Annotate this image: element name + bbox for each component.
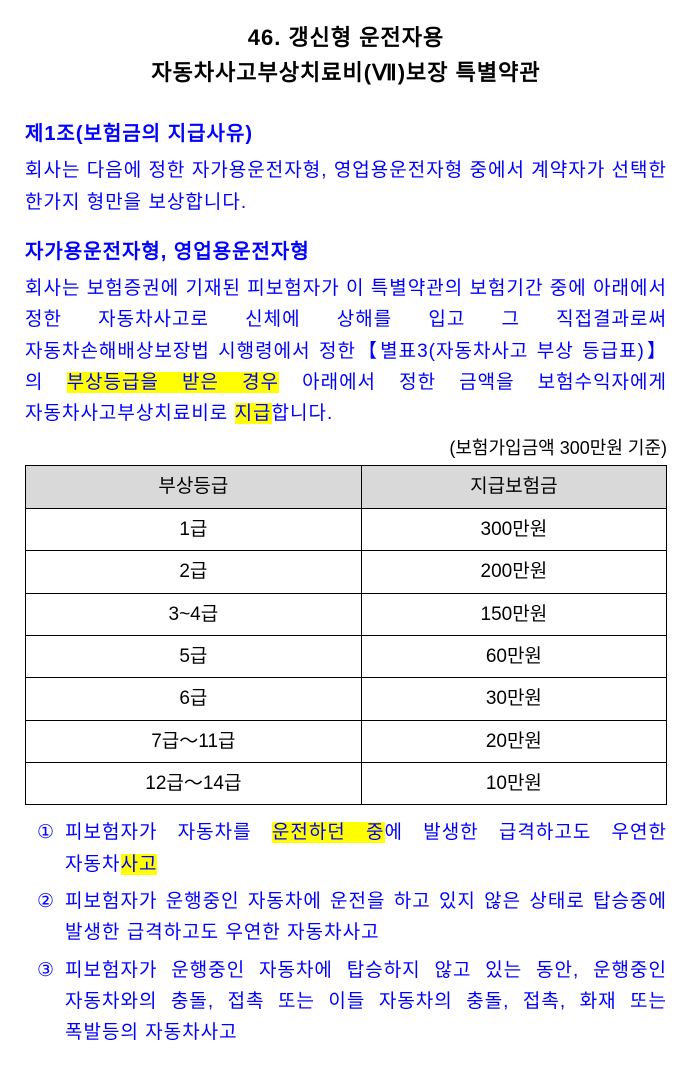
case-highlight: 사고: [121, 854, 158, 875]
table-row: 6급30만원: [26, 678, 667, 720]
para2-highlight2: 지급: [235, 403, 272, 424]
sub-heading: 자가용운전자형, 영업용운전자형: [25, 236, 667, 269]
table-cell-amount: 20만원: [361, 720, 666, 762]
document-title: 46. 갱신형 운전자용 자동차사고부상치료비(Ⅶ)보장 특별약관: [25, 20, 667, 90]
title-line2: 자동차사고부상치료비(Ⅶ)보장 특별약관: [151, 60, 540, 85]
table-head-grade: 부상등급: [26, 466, 362, 508]
table-row: 3~4급150만원: [26, 593, 667, 635]
table-row: 1급300만원: [26, 508, 667, 550]
table-cell-grade: 12급～14급: [26, 762, 362, 804]
benefit-table: 부상등급 지급보험금 1급300만원2급200만원3~4급150만원5급60만원…: [25, 465, 667, 805]
table-cell-amount: 60만원: [361, 635, 666, 677]
table-cell-grade: 3~4급: [26, 593, 362, 635]
para2-highlight1: 부상등급을 받은 경우: [67, 372, 279, 393]
case-text: 피보험자가 운행중인 자동차에 탑승하지 않고 있는 동안, 운행중인 자동차와…: [65, 955, 667, 1049]
article1-heading: 제1조(보험금의 지급사유): [25, 118, 667, 151]
case-text: 피보험자가 자동차를 운전하던 중에 발생한 급격하고도 우연한 자동차사고: [65, 817, 667, 880]
table-row: 7급～11급20만원: [26, 720, 667, 762]
table-cell-amount: 200만원: [361, 551, 666, 593]
paragraph2: 회사는 보험증권에 기재된 피보험자가 이 특별약관의 보험기간 중에 아래에서…: [25, 273, 667, 430]
table-cell-amount: 150만원: [361, 593, 666, 635]
table-cell-grade: 1급: [26, 508, 362, 550]
table-cell-grade: 5급: [26, 635, 362, 677]
list-item: ①피보험자가 자동차를 운전하던 중에 발생한 급격하고도 우연한 자동차사고: [25, 817, 667, 880]
case-text: 피보험자가 운행중인 자동차에 운전을 하고 있지 않은 상태로 탑승중에 발생…: [65, 886, 667, 949]
case-number: ①: [37, 817, 55, 880]
table-cell-grade: 7급～11급: [26, 720, 362, 762]
cases-list: ①피보험자가 자동차를 운전하던 중에 발생한 급격하고도 우연한 자동차사고②…: [25, 817, 667, 1048]
table-row: 2급200만원: [26, 551, 667, 593]
table-cell-amount: 300만원: [361, 508, 666, 550]
table-caption: (보험가입금액 300만원 기준): [25, 434, 667, 464]
list-item: ③피보험자가 운행중인 자동차에 탑승하지 않고 있는 동안, 운행중인 자동차…: [25, 955, 667, 1049]
table-cell-grade: 2급: [26, 551, 362, 593]
title-line1: 46. 갱신형 운전자용: [248, 25, 445, 50]
table-row: 5급60만원: [26, 635, 667, 677]
case-text-part: 피보험자가 운행중인 자동차에 운전을 하고 있지 않은 상태로 탑승중에 발생…: [65, 891, 667, 943]
case-text-part: 피보험자가 자동차를: [65, 822, 272, 843]
case-number: ②: [37, 886, 55, 949]
para2-part3: 합니다.: [272, 403, 334, 424]
case-number: ③: [37, 955, 55, 1049]
table-cell-amount: 30만원: [361, 678, 666, 720]
article1-body: 회사는 다음에 정한 자가용운전자형, 영업용운전자형 중에서 계약자가 선택한…: [25, 155, 667, 218]
table-head-amount: 지급보험금: [361, 466, 666, 508]
case-text-part: 피보험자가 운행중인 자동차에 탑승하지 않고 있는 동안, 운행중인 자동차와…: [65, 960, 667, 1044]
table-row: 12급～14급10만원: [26, 762, 667, 804]
table-cell-grade: 6급: [26, 678, 362, 720]
list-item: ②피보험자가 운행중인 자동차에 운전을 하고 있지 않은 상태로 탑승중에 발…: [25, 886, 667, 949]
table-cell-amount: 10만원: [361, 762, 666, 804]
case-highlight: 운전하던 중: [272, 822, 385, 843]
